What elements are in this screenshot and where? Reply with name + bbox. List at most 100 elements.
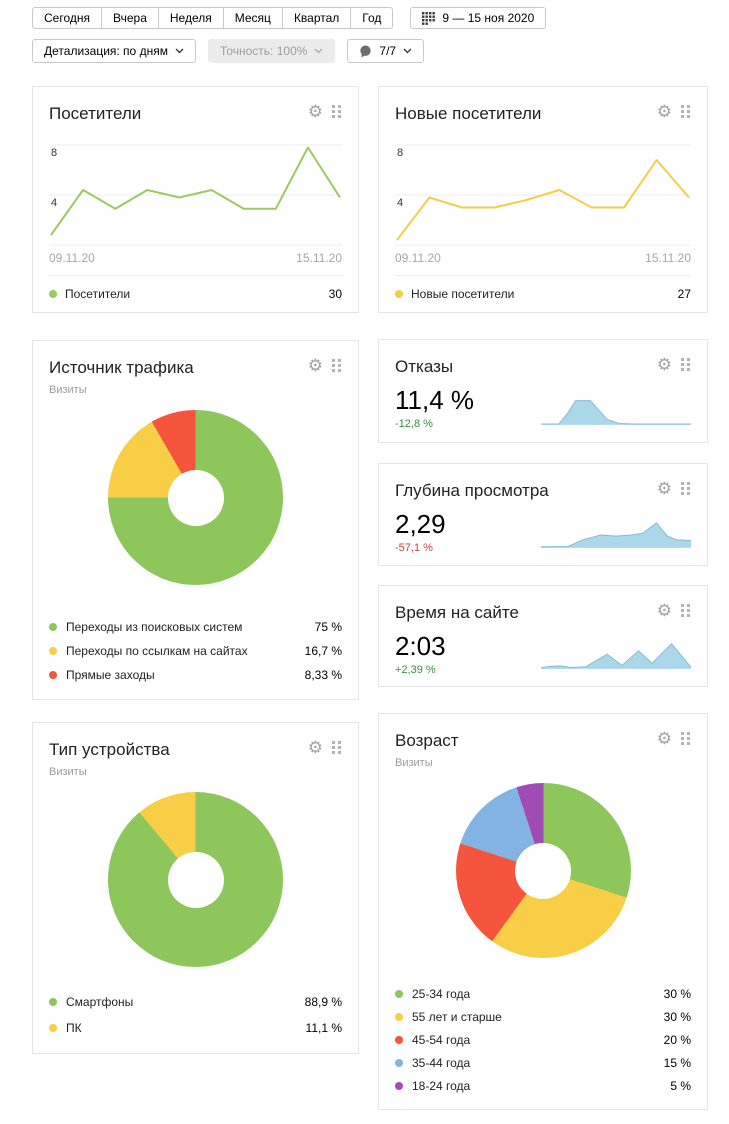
legend-percent: 16,7 % <box>304 644 342 658</box>
widget-actions: ⚙ <box>656 355 691 374</box>
legend-row: Прямые заходы 8,33 % <box>49 663 342 687</box>
legend-label: Посетители <box>65 287 131 301</box>
drag-handle-icon[interactable] <box>681 105 691 119</box>
settings-gear-icon[interactable]: ⚙ <box>656 102 672 121</box>
widget-metric-subtitle: Визиты <box>49 384 87 396</box>
drag-handle-icon[interactable] <box>681 604 691 618</box>
line-chart-canvas <box>395 144 691 246</box>
legend-row: Переходы по ссылкам на сайтах 16,7 % <box>49 639 342 663</box>
widget-title: Тип устройства <box>49 740 170 759</box>
legend-total-value: 30 <box>328 287 342 301</box>
settings-gear-icon[interactable]: ⚙ <box>656 479 672 498</box>
drag-handle-icon[interactable] <box>681 358 691 372</box>
settings-gear-icon[interactable]: ⚙ <box>656 601 672 620</box>
settings-gear-icon[interactable]: ⚙ <box>307 356 323 375</box>
detail-dropdown-label: Детализация: по дням <box>44 44 168 58</box>
accuracy-dropdown-label: Точность: 100% <box>219 44 308 58</box>
metric-value: 2,29 <box>395 509 446 539</box>
legend-percent: 11,1 % <box>305 1021 342 1035</box>
drag-handle-icon[interactable] <box>332 741 342 755</box>
speech-bubble-icon <box>360 45 372 57</box>
x-axis-labels: 09.11.20 15.11.20 <box>395 251 691 265</box>
legend-label: Смартфоны <box>66 995 134 1009</box>
traffic-source-widget: Источник трафика ⚙ Визиты Переходы из по… <box>32 340 359 700</box>
period-tab-quarter[interactable]: Квартал <box>281 7 352 29</box>
x-axis-labels: 09.11.20 15.11.20 <box>49 251 342 265</box>
x-axis-end-label: 15.11.20 <box>645 251 691 265</box>
legend-label: 55 лет и старше <box>412 1009 502 1024</box>
age-legend: 25-34 года 30 % 55 лет и старше 30 % 45-… <box>395 982 691 1097</box>
drag-handle-icon[interactable] <box>332 105 342 119</box>
bounces-sparkline <box>541 396 691 426</box>
legend-row: Смартфоны 88,9 % <box>49 989 342 1015</box>
legend-label: ПК <box>66 1021 82 1035</box>
widget-metric-subtitle: Визиты <box>49 766 87 778</box>
widget-actions: ⚙ <box>307 738 342 757</box>
metric-delta: -12,8 % <box>395 418 433 430</box>
legend-dot <box>395 1012 403 1021</box>
chevron-down-icon <box>175 48 184 54</box>
legend-label: 45-54 года <box>412 1032 471 1047</box>
age-widget: Возраст ⚙ Визиты 25-34 года 30 % 55 лет … <box>378 713 708 1110</box>
sparkline-canvas <box>541 643 691 669</box>
age-donut-chart <box>455 783 631 958</box>
period-tab-yesterday[interactable]: Вчера <box>101 7 159 29</box>
donut-hole <box>167 469 224 526</box>
settings-gear-icon[interactable]: ⚙ <box>656 355 672 374</box>
metric-value: 11,4 % <box>395 385 475 415</box>
widget-actions: ⚙ <box>656 729 691 748</box>
comments-dropdown[interactable]: 7/7 <box>347 39 425 63</box>
legend-dot <box>395 1058 403 1067</box>
drag-handle-icon[interactable] <box>681 732 691 746</box>
device-type-donut-chart <box>108 792 283 967</box>
settings-gear-icon[interactable]: ⚙ <box>307 102 323 121</box>
legend-dot <box>49 998 57 1006</box>
new-visitors-widget: Новые посетители ⚙ 8 4 09.11.20 15.11.20… <box>378 86 708 313</box>
legend-dot <box>395 290 403 298</box>
options-toolbar: Детализация: по дням Точность: 100% 7/7 <box>32 39 436 63</box>
date-range-label: 9 — 15 ноя 2020 <box>442 11 535 25</box>
traffic-source-legend: Переходы из поисковых систем 75 % Перехо… <box>49 615 342 687</box>
calendar-grid-icon <box>422 11 436 25</box>
date-range-button[interactable]: 9 — 15 ноя 2020 <box>410 7 547 29</box>
view-depth-widget: Глубина просмотра ⚙ 2,29 -57,1 % <box>378 463 708 566</box>
sparkline-canvas <box>541 400 691 425</box>
period-tab-today[interactable]: Сегодня <box>32 7 102 29</box>
legend-row: ПК 11,1 % <box>49 1015 342 1041</box>
legend-percent: 88,9 % <box>304 995 342 1009</box>
legend-row: 18-24 года 5 % <box>395 1074 691 1097</box>
legend-dot <box>49 1024 57 1032</box>
drag-handle-icon[interactable] <box>681 482 691 496</box>
widget-title: Источник трафика <box>49 358 194 377</box>
legend-dot <box>49 671 57 679</box>
legend-row: 35-44 года 15 % <box>395 1051 691 1074</box>
widget-title: Отказы <box>395 357 454 376</box>
period-tab-year[interactable]: Год <box>350 7 394 29</box>
legend-total-value: 27 <box>677 287 691 301</box>
visitors-widget: Посетители ⚙ 8 4 09.11.20 15.11.20 Посет… <box>32 86 359 313</box>
x-axis-end-label: 15.11.20 <box>296 251 342 265</box>
widget-title: Новые посетители <box>395 104 542 123</box>
period-tab-week[interactable]: Неделя <box>157 7 224 29</box>
device-type-widget: Тип устройства ⚙ Визиты Смартфоны 88,9 %… <box>32 722 359 1054</box>
drag-handle-icon[interactable] <box>332 359 342 373</box>
legend-row: Переходы из поисковых систем 75 % <box>49 615 342 639</box>
widget-actions: ⚙ <box>656 479 691 498</box>
period-tab-month[interactable]: Месяц <box>222 7 283 29</box>
legend-percent: 8,33 % <box>304 668 342 682</box>
legend-label: 18-24 года <box>412 1078 471 1093</box>
settings-gear-icon[interactable]: ⚙ <box>307 738 323 757</box>
chevron-down-icon <box>314 48 323 54</box>
legend-percent: 5 % <box>670 1078 691 1093</box>
legend-percent: 15 % <box>663 1055 691 1070</box>
widget-actions: ⚙ <box>656 601 691 620</box>
period-tab-group: Сегодня Вчера Неделя Месяц Квартал Год <box>32 7 394 29</box>
widget-title: Время на сайте <box>395 603 519 622</box>
visitors-line-chart: 8 4 <box>49 137 342 247</box>
x-axis-start-label: 09.11.20 <box>395 251 441 265</box>
settings-gear-icon[interactable]: ⚙ <box>656 729 672 748</box>
widget-metric-subtitle: Визиты <box>395 757 433 769</box>
accuracy-dropdown: Точность: 100% <box>207 39 336 63</box>
detail-dropdown[interactable]: Детализация: по дням <box>32 39 196 63</box>
widget-actions: ⚙ <box>307 356 342 375</box>
